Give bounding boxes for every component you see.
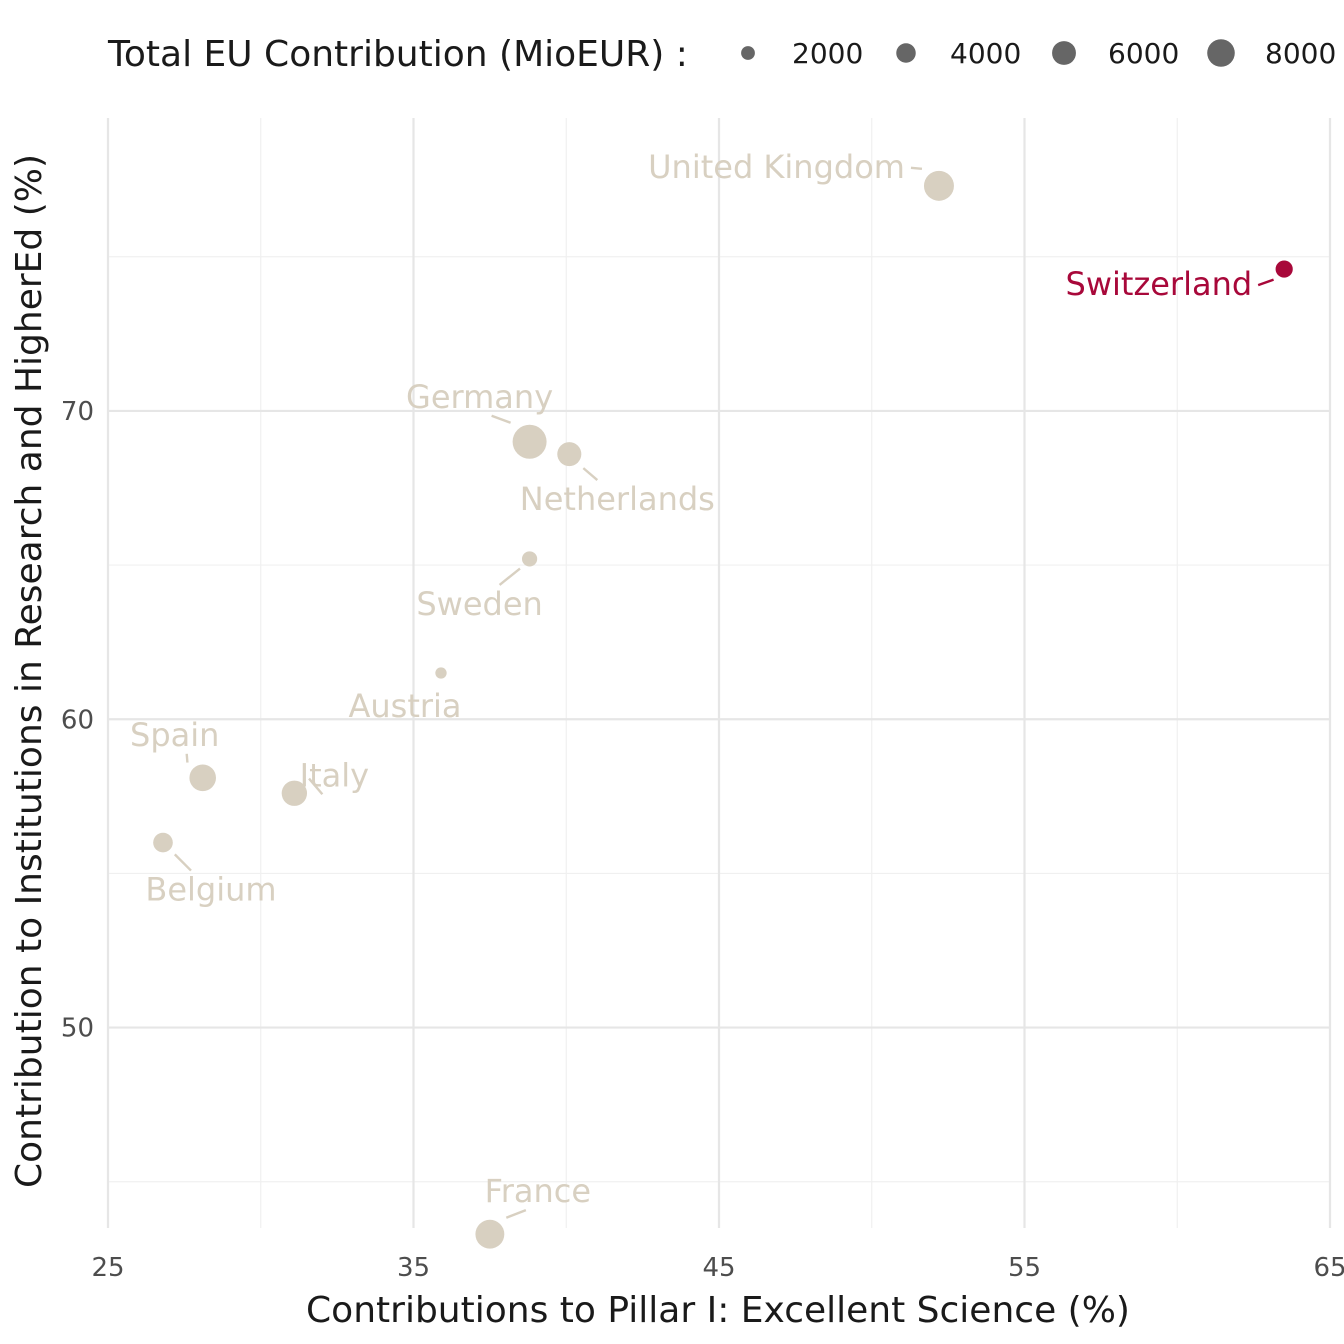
x-axis-title: Contributions to Pillar I: Excellent Sci… — [306, 1290, 1130, 1331]
data-point-united-kingdom — [923, 170, 954, 201]
label-leader-sweden — [498, 567, 521, 586]
legend-label: 8000 — [1265, 37, 1336, 70]
data-label-belgium: Belgium — [145, 871, 276, 909]
data-point-austria — [435, 667, 447, 679]
legend-size-key — [896, 43, 916, 63]
data-point-spain — [189, 764, 216, 792]
legend-size-key — [1207, 39, 1235, 67]
label-leader-germany — [491, 414, 512, 424]
x-tick-label: 25 — [91, 1253, 124, 1283]
data-label-germany: Germany — [406, 378, 553, 416]
legend-size-key — [741, 46, 755, 60]
label-leader-spain — [185, 753, 189, 763]
data-point-italy — [281, 780, 308, 806]
data-label-italy: Italy — [300, 756, 369, 794]
data-label-united-kingdom: United Kingdom — [648, 148, 905, 186]
y-tick-label: 70 — [61, 397, 94, 427]
legend-title: Total EU Contribution (MioEUR) : — [107, 34, 688, 75]
data-point-belgium — [153, 832, 173, 853]
data-label-spain: Spain — [130, 716, 219, 754]
data-label-france: France — [485, 1172, 591, 1210]
legend-label: 4000 — [950, 37, 1021, 70]
data-labels: United Kingdom Switzerland Germany Netherla… — [130, 148, 1274, 1219]
data-label-sweden: Sweden — [416, 585, 542, 623]
data-points — [153, 170, 1293, 1249]
x-tick-label: 55 — [1008, 1253, 1041, 1283]
x-tick-label: 35 — [397, 1253, 430, 1283]
legend-label: 6000 — [1108, 37, 1179, 70]
legend: Total EU Contribution (MioEUR) : 2000 400… — [107, 34, 1336, 75]
data-point-sweden — [521, 551, 538, 567]
label-leader-france — [505, 1209, 527, 1219]
label-leader-united-kingdom — [910, 166, 923, 171]
data-label-netherlands: Netherlands — [520, 480, 715, 518]
label-leader-netherlands — [582, 467, 599, 481]
data-label-switzerland: Switzerland — [1066, 265, 1253, 303]
x-tick-label: 65 — [1313, 1253, 1344, 1283]
data-label-austria: Austria — [348, 687, 461, 725]
legend-label: 2000 — [792, 37, 863, 70]
data-point-france — [475, 1219, 505, 1249]
x-tick-label: 45 — [702, 1253, 735, 1283]
y-axis-title: Contribution to Institutions in Research… — [9, 154, 50, 1188]
y-tick-label: 60 — [61, 705, 94, 735]
data-point-germany — [512, 424, 547, 459]
label-leader-belgium — [173, 853, 192, 872]
axis-ticks: 25 35 45 55 65 50 60 70 — [61, 397, 1344, 1283]
data-point-switzerland — [1275, 260, 1293, 278]
label-leader-switzerland — [1257, 278, 1274, 287]
y-tick-label: 50 — [61, 1014, 94, 1044]
grid — [106, 118, 1332, 1228]
legend-size-key — [1052, 41, 1076, 65]
label-leader-italy — [308, 777, 324, 796]
data-point-netherlands — [557, 442, 582, 467]
